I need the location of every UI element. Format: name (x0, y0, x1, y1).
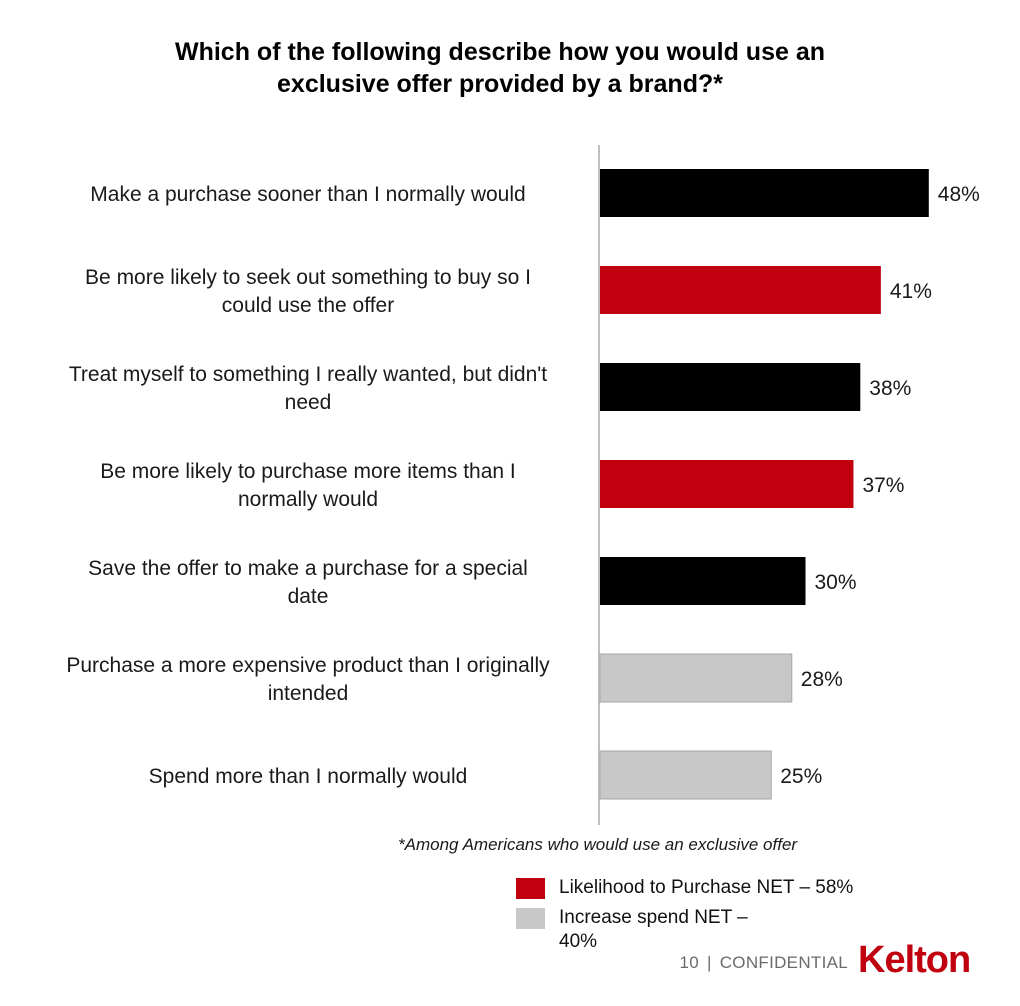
category-label-4-line-1: Be more likely to purchase more items th… (100, 460, 516, 483)
category-label-2-line-1: Be more likely to seek out something to … (85, 266, 531, 289)
bar-6 (599, 653, 793, 703)
confidential-label: CONFIDENTIAL (719, 953, 848, 972)
legend: Likelihood to Purchase NET – 58% Increas… (516, 876, 896, 960)
category-label-7-line-1: Spend more than I normally would (149, 765, 468, 788)
data-label-7: 25% (780, 765, 822, 788)
category-label-3-line-2: need (285, 391, 332, 414)
bar-chart: 48% Make a purchase sooner than I normall… (66, 145, 980, 825)
chart-title-line-1: Which of the following describe how you … (174, 38, 825, 66)
kelton-logo: Kelton (858, 939, 971, 981)
legend-swatch-spend (516, 908, 545, 929)
page-footer: 10 | CONFIDENTIAL (679, 953, 848, 973)
data-label-2: 41% (890, 280, 932, 303)
bar-7 (599, 750, 772, 800)
data-label-3: 38% (869, 377, 911, 400)
category-label-5-line-1: Save the offer to make a purchase for a … (88, 557, 528, 580)
page-number: 10 (679, 953, 699, 972)
legend-label-spend: Increase spend NET – 40% (559, 907, 748, 952)
legend-item-purchase: Likelihood to Purchase NET – 58% (516, 876, 896, 900)
bar-2 (600, 266, 881, 314)
category-label-4-line-2: normally would (238, 488, 378, 511)
data-label-1: 48% (938, 183, 980, 206)
data-label-6: 28% (801, 668, 843, 691)
category-label-1-line-1: Make a purchase sooner than I normally w… (90, 183, 525, 206)
footnote: *Among Americans who would use an exclus… (398, 835, 798, 854)
category-label-3-line-1: Treat myself to something I really wante… (69, 363, 547, 386)
bar-1 (600, 169, 929, 217)
chart-title-line-2: exclusive offer provided by a brand?* (277, 70, 723, 98)
category-label-2-line-2: could use the offer (222, 294, 394, 317)
legend-item-spend: Increase spend NET – 40% (516, 906, 896, 954)
bar-5 (600, 557, 806, 605)
data-label-5: 30% (815, 571, 857, 594)
legend-label-purchase: Likelihood to Purchase NET – 58% (559, 877, 854, 898)
bar-3 (600, 363, 861, 411)
category-label-6-line-1: Purchase a more expensive product than I… (66, 654, 550, 677)
footer-separator: | (707, 953, 712, 972)
category-label-5-line-2: date (288, 585, 329, 608)
data-label-4: 37% (862, 474, 904, 497)
legend-swatch-purchase (516, 878, 545, 899)
bar-4 (600, 460, 854, 508)
chart-title: Which of the following describe how you … (0, 36, 1000, 100)
category-label-6-line-2: intended (268, 682, 349, 705)
